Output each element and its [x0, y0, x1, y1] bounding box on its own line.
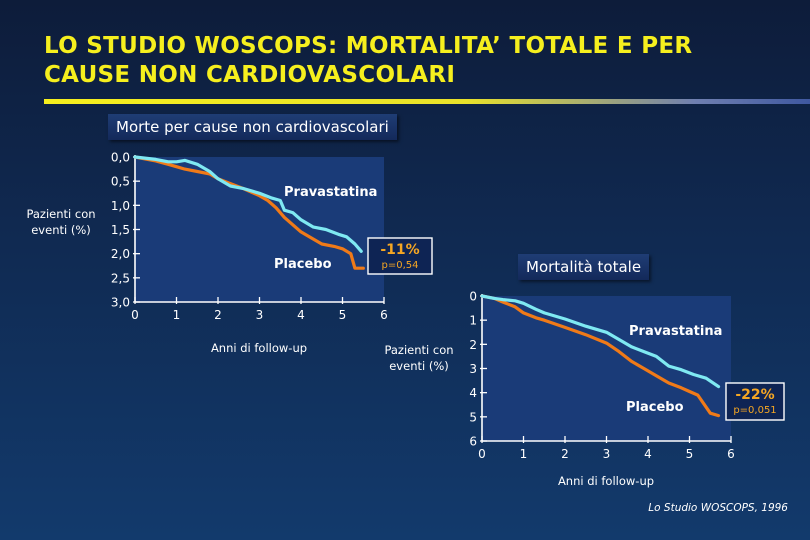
chart1-x-tick-label: 5: [339, 308, 347, 322]
chart2-x-tick-label: 4: [644, 447, 652, 461]
chart1-x-tick-label: 6: [380, 308, 388, 322]
chart1-x-tick-label: 4: [297, 308, 305, 322]
chart2-y-tick-label: 4: [469, 386, 477, 400]
chart2-x-tick-label: 5: [686, 447, 694, 461]
chart1-x-tick-label: 1: [173, 308, 181, 322]
chart1-y-tick-label: 0,5: [111, 175, 130, 189]
chart2-x-tick-label: 1: [520, 447, 528, 461]
chart1-y-tick-label: 2,5: [111, 271, 130, 285]
chart2-x-tick-label: 2: [561, 447, 569, 461]
chart1-plot-area: [135, 157, 384, 302]
chart2-title: Mortalità totale: [518, 254, 650, 280]
chart2-y-tick-label: 1: [469, 314, 477, 328]
chart1-x-tick-label: 3: [256, 308, 264, 322]
chart2-y-axis-label: Pazienti con eventi (%): [384, 343, 454, 373]
chart1-y-tick-label: 2,0: [111, 247, 130, 261]
chart2-y-tick-label: 3: [469, 362, 477, 376]
chart1-x-tick-label: 2: [214, 308, 222, 322]
chart2-x-tick-label: 3: [603, 447, 611, 461]
chart2-series-pravastatina-line: [480, 294, 721, 389]
chart1-reduction-box: [367, 237, 433, 275]
chart2-y-tick-label: 6: [469, 435, 477, 449]
chart1-y-axis-label: Pazienti con eventi (%): [26, 207, 96, 237]
chart2-y-tick-label: 2: [469, 338, 477, 352]
chart2-reduction-box: [725, 382, 785, 421]
chart1-y-tick-label: 0,0: [111, 151, 130, 165]
chart1-p-value: p=0,54: [382, 260, 419, 271]
chart1-series-placebo-line: [133, 155, 365, 270]
chart2-y-tick-label: 0: [469, 290, 477, 304]
page-title: LO STUDIO WOSCOPS: MORTALITA’ TOTALE E P…: [44, 33, 693, 88]
chart2-x-axis-label: Anni di follow-up: [558, 474, 654, 488]
chart1-x-axis-label: Anni di follow-up: [211, 341, 307, 355]
chart1-series-label-placebo: Placebo: [274, 257, 332, 272]
chart2-x-tick-label: 0: [478, 447, 486, 461]
chart1-y-tick-label: 1,5: [111, 223, 130, 237]
chart1-y-tick-label: 3,0: [111, 296, 130, 310]
chart2-series-label-pravastatina: Pravastatina: [629, 324, 722, 339]
chart2-y-tick-label: 5: [469, 410, 477, 424]
chart2-series-placebo-line: [480, 294, 721, 418]
chart1-x-tick-label: 0: [131, 308, 139, 322]
chart1-reduction-value: -11%: [380, 242, 419, 258]
chart1-title: Morte per cause non cardiovascolari: [108, 114, 397, 140]
chart2-reduction-value: -22%: [735, 387, 774, 403]
chart1-series-pravastatina-line: [133, 155, 363, 253]
chart1-y-tick-label: 1,0: [111, 199, 130, 213]
chart2-plot-area: [482, 296, 731, 441]
title-underline: [44, 99, 810, 104]
chart2-series-label-placebo: Placebo: [626, 400, 684, 415]
chart2-p-value: p=0,051: [733, 405, 776, 416]
chart1-series-label-pravastatina: Pravastatina: [284, 185, 377, 200]
chart2-x-tick-label: 6: [727, 447, 735, 461]
source-citation: Lo Studio WOSCOPS, 1996: [648, 502, 788, 514]
